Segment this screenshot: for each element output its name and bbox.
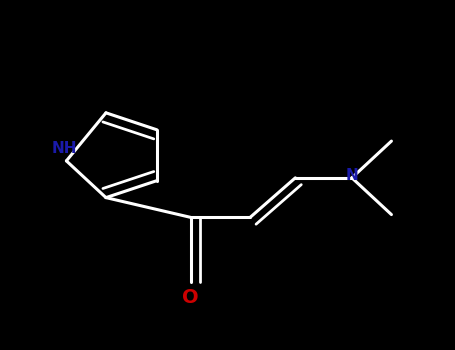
Text: O: O	[182, 288, 199, 307]
Text: N: N	[345, 168, 358, 182]
Text: NH: NH	[52, 141, 77, 156]
